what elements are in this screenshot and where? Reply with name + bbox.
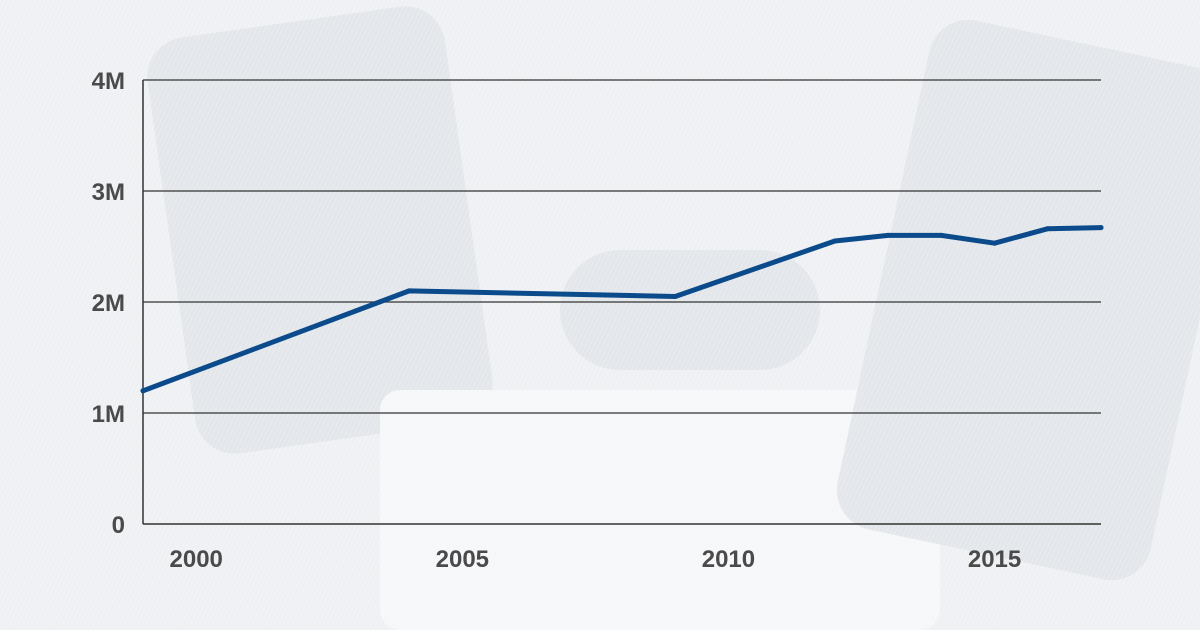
data-point: [406, 288, 412, 294]
data-point: [885, 232, 891, 238]
data-point: [938, 232, 944, 238]
x-tick-label: 2010: [702, 546, 755, 573]
y-tick-label: 1M: [92, 401, 125, 428]
y-tick-label: 3M: [92, 179, 125, 206]
data-point: [672, 293, 678, 299]
data-point: [1045, 226, 1051, 232]
grid-lines: [143, 79, 1101, 414]
x-tick-label: 2005: [436, 546, 489, 573]
x-tick-label: 2000: [170, 546, 223, 573]
x-tick-label: 2015: [968, 546, 1021, 573]
y-tick-label: 0: [112, 512, 125, 539]
data-point: [992, 240, 998, 246]
y-tick-label: 4M: [92, 68, 125, 95]
series-line: [140, 225, 1104, 394]
y-tick-label: 2M: [92, 290, 125, 317]
data-point: [1098, 225, 1104, 231]
data-point: [832, 238, 838, 244]
x-axis-tick-labels: 2000 2005 2010 2015: [170, 546, 1022, 573]
data-point: [140, 388, 146, 394]
axes: [142, 80, 1101, 525]
series-lines: [140, 225, 1104, 394]
background-shape: [560, 250, 820, 370]
y-axis-tick-labels: 0 1M 2M 3M 4M: [92, 68, 125, 539]
